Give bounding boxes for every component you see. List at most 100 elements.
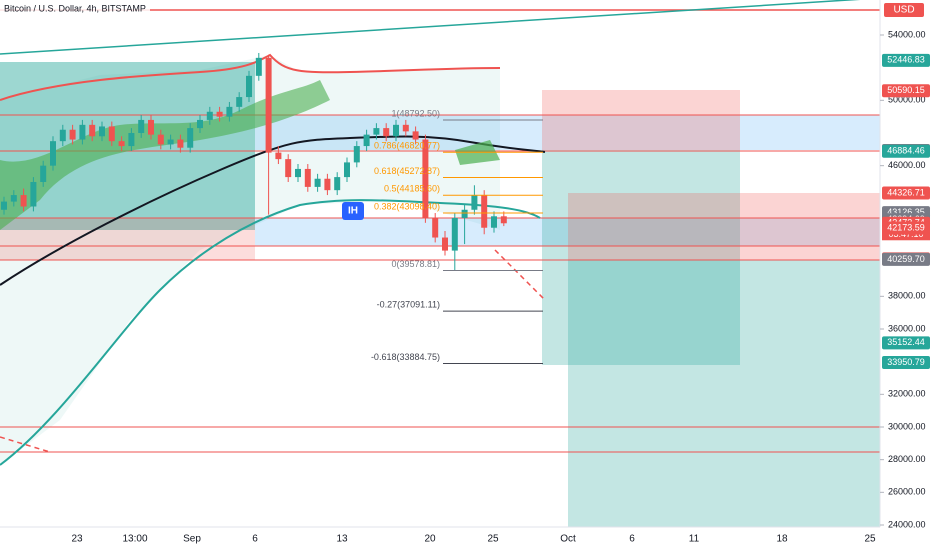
candle-body — [461, 209, 468, 218]
price-tag: 52446.83 — [882, 53, 930, 67]
price-tag-label: 46884.46 — [887, 146, 925, 156]
candle-body — [79, 124, 86, 140]
candle-body — [226, 106, 233, 117]
candle-body — [353, 146, 360, 163]
fib-label: -0.27(37091.11) — [377, 300, 440, 310]
x-tick-label: 13 — [336, 534, 348, 545]
candle-body — [500, 216, 507, 224]
candle-body — [30, 181, 37, 207]
candle-body — [373, 128, 380, 135]
candle-body — [324, 178, 331, 191]
candle-body — [481, 195, 488, 228]
candle-body — [383, 128, 390, 137]
short-risk — [542, 90, 740, 150]
price-tag-box — [882, 186, 930, 200]
marker-box — [342, 202, 364, 220]
candle-body — [177, 139, 184, 148]
price-tag-box — [882, 355, 930, 369]
currency-label: USD — [893, 5, 914, 16]
fib-label: -0.618(33884.75) — [371, 352, 440, 362]
price-tag-label: 44326.71 — [887, 187, 925, 197]
x-tick-label: 23 — [71, 534, 83, 545]
candle-body — [285, 159, 292, 178]
candle-body — [442, 237, 448, 251]
price-tag: 50590.15 — [882, 84, 930, 98]
candle-body — [197, 119, 203, 129]
candle-body — [255, 57, 262, 76]
candle-body — [148, 119, 154, 135]
candle-body — [432, 217, 439, 238]
y-tick-label: 36000.00 — [888, 323, 926, 333]
price-axis — [880, 0, 932, 550]
y-tick-label: 38000.00 — [888, 291, 926, 301]
candle-body — [344, 162, 350, 178]
candle-body — [314, 178, 321, 187]
candle-body — [118, 141, 125, 147]
short-risk — [568, 193, 880, 260]
price-tag-label: 43126.35 — [887, 207, 925, 217]
candle-body — [412, 131, 419, 140]
candle-body — [40, 165, 47, 182]
price-tag-box — [882, 221, 930, 235]
fib-label: 0.5(44185.60) — [384, 184, 440, 194]
price-tag-box — [882, 336, 930, 350]
x-tick-label: 6 — [629, 534, 635, 545]
y-tick-label: 50000.00 — [888, 95, 926, 105]
fib-label: 0.618(45272.87) — [374, 166, 440, 176]
upper-band — [0, 53, 501, 101]
price-tag-label: 40259.70 — [887, 254, 925, 264]
candle-body — [451, 217, 458, 251]
candle-body — [138, 119, 145, 133]
header-bg — [0, 0, 150, 16]
candles — [1, 52, 507, 271]
candle-body — [206, 111, 213, 120]
candle-body — [10, 195, 17, 202]
x-tick-label: 6 — [252, 534, 258, 545]
candle-body — [216, 111, 223, 117]
candle-body — [1, 201, 7, 210]
bollinger-fill — [0, 55, 500, 465]
x-tick-label: 18 — [776, 534, 788, 545]
lower-band — [0, 199, 541, 466]
candle-body — [50, 141, 56, 166]
y-tick-label: 32000.00 — [888, 389, 926, 399]
x-tick-label: 25 — [487, 534, 499, 545]
y-tick-label: 28000.00 — [888, 454, 926, 464]
candle-body — [422, 139, 429, 218]
price-tag-label: 33950.79 — [887, 357, 925, 367]
x-tick-label: 20 — [424, 534, 436, 545]
zone-blue — [255, 218, 880, 246]
marker-label: IH — [348, 206, 358, 217]
currency-box — [884, 3, 924, 17]
short-reward — [568, 260, 880, 527]
candle-body — [295, 168, 301, 178]
price-tag: 46884.46 — [882, 144, 930, 158]
y-tick-label: 30000.00 — [888, 421, 926, 431]
cloud — [0, 80, 330, 230]
price-tag: 35152.44 — [882, 336, 930, 350]
candle-body — [275, 152, 282, 160]
y-tick-label: 26000.00 — [888, 487, 926, 497]
fib-label: 0(39578.81) — [391, 259, 440, 269]
candle-body — [157, 134, 164, 145]
candle-body — [471, 195, 478, 210]
candle-body — [167, 139, 174, 145]
price-tag-label: 50590.15 — [887, 85, 925, 95]
price-tag: 42173.59 — [882, 221, 930, 235]
currency-tag: USD — [884, 3, 924, 17]
candle-body — [69, 129, 76, 140]
price-tag-label: 42173.59 — [887, 223, 925, 233]
range-box-red — [0, 218, 255, 260]
price-tag-box — [882, 84, 930, 98]
price-tag-box — [882, 53, 930, 67]
price-tag: 44326.71 — [882, 186, 930, 200]
y-tick-label: 54000.00 — [888, 29, 926, 39]
trendline — [0, 0, 861, 55]
candle-body — [246, 75, 252, 98]
price-tag-label: 35152.44 — [887, 337, 925, 347]
x-tick-label: 13:00 — [122, 534, 147, 545]
y-tick-label: 46000.00 — [888, 160, 926, 170]
candle-body — [393, 124, 399, 137]
price-tag: 40259.70 — [882, 252, 930, 266]
